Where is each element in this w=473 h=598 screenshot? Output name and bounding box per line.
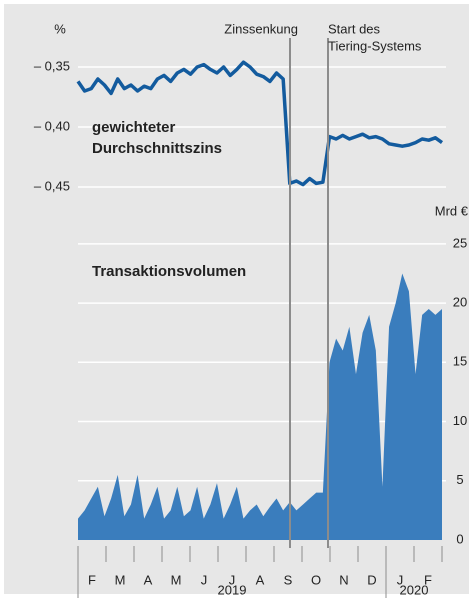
x-tick-label: A xyxy=(256,572,265,587)
y-tick-label: – 0,35 xyxy=(34,58,70,73)
x-tick-label: A xyxy=(144,572,153,587)
series-label: Durchschnittszins xyxy=(92,140,222,157)
area xyxy=(78,273,442,540)
x-tick-label: M xyxy=(115,572,126,587)
annotation: Zinssenkung xyxy=(224,21,298,36)
y2-tick-label: 10 xyxy=(453,413,467,428)
y2-unit: Mrd € xyxy=(435,203,469,218)
x-tick-label: F xyxy=(424,572,432,587)
y-tick-label: – 0,40 xyxy=(34,118,70,133)
x-tick-label: S xyxy=(284,572,293,587)
y2-tick-label: 15 xyxy=(453,354,467,369)
y2-tick-label: 20 xyxy=(453,295,467,310)
series-label: gewichteter xyxy=(92,119,176,136)
series-label: Transaktionsvolumen xyxy=(92,263,246,280)
x-tick-label: J xyxy=(397,572,404,587)
line xyxy=(76,60,444,187)
y2-tick-label: 25 xyxy=(453,235,467,250)
annotation: Start des xyxy=(328,21,381,36)
x-tick-label: N xyxy=(339,572,348,587)
y-tick-label: – 0,45 xyxy=(34,178,70,193)
x-tick-label: M xyxy=(171,572,182,587)
x-tick-label: J xyxy=(201,572,208,587)
y2-tick-label: 0 xyxy=(456,531,463,546)
x-tick-label: J xyxy=(229,572,236,587)
year-label: 2019 xyxy=(218,582,247,597)
y2-tick-label: 5 xyxy=(456,472,463,487)
x-tick-label: D xyxy=(367,572,376,587)
x-tick-label: O xyxy=(311,572,321,587)
annotation: Tiering-Systems xyxy=(328,38,422,53)
y-unit: % xyxy=(54,21,66,36)
year-label: 2020 xyxy=(400,582,429,597)
x-tick-label: F xyxy=(88,572,96,587)
